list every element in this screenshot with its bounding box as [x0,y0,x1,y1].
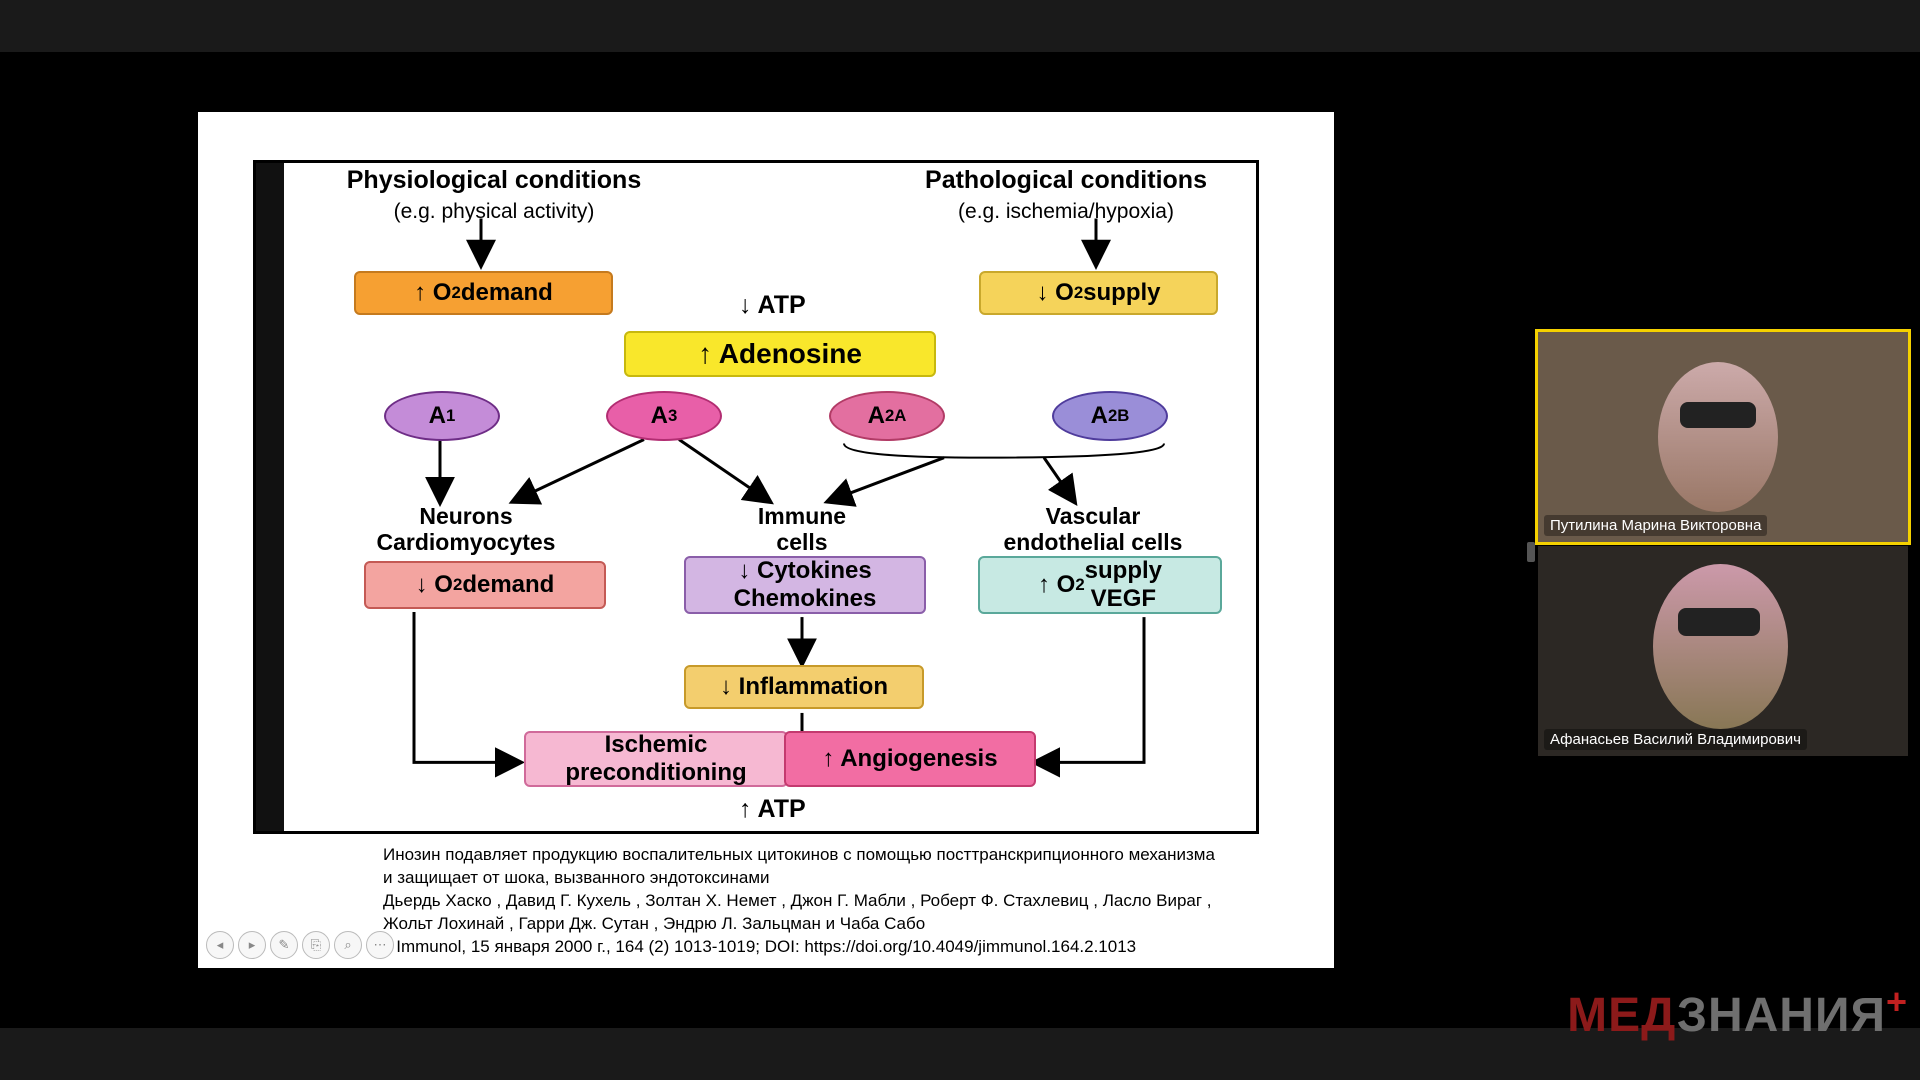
node-atp-up: ↑ ATP [739,795,806,824]
toolbar-next-button[interactable]: ▸ [238,931,266,959]
node-cytokines: ↓ CytokinesChemokines [684,556,926,614]
citation-line-3: J Immunol, 15 января 2000 г., 164 (2) 10… [383,936,1215,959]
slide-toolbar: ◂ ▸ ✎ ⎘ ⌕ ⋯ [200,927,400,963]
heading-physio-title: Physiological conditions [347,166,641,194]
logo-part-1: МЕД [1567,989,1677,1042]
toolbar-zoom-button[interactable]: ⌕ [334,931,362,959]
heading-patho-title: Pathological conditions [925,166,1207,194]
citation-line-1: Инозин подавляет продукцию воспалительны… [383,844,1215,890]
citation-line-2: Дьердь Хаско , Давид Г. Кухель , Золтан … [383,890,1215,936]
node-adenosine: ↑ Adenosine [624,331,936,377]
toolbar-pen-button[interactable]: ✎ [270,931,298,959]
toolbar-copy-button[interactable]: ⎘ [302,931,330,959]
letterbox-top [0,0,1920,52]
node-atp-down: ↓ ATP [739,291,806,320]
logo-plus-icon: + [1886,981,1908,1022]
receptor-a1: A1 [384,391,500,441]
pane-resize-handle[interactable] [1527,542,1535,562]
heading-pathological: Pathological conditions (e.g. ischemia/h… [896,165,1236,225]
node-inflammation: ↓ Inflammation [684,665,924,709]
logo-part-2: ЗНАНИЯ [1677,989,1886,1042]
diagram: Physiological conditions (e.g. physical … [284,163,1256,831]
webcam-speaker-2[interactable]: Афанасьев Василий Владимирович [1538,546,1908,756]
toolbar-prev-button[interactable]: ◂ [206,931,234,959]
target-neurons: NeuronsCardiomyocytes [346,503,586,556]
receptor-a3: A3 [606,391,722,441]
stage: Physiological conditions (e.g. physical … [0,52,1920,1028]
citation-block: Инозин подавляет продукцию воспалительны… [383,844,1215,959]
heading-physio-sub: (e.g. physical activity) [394,200,595,223]
diagram-frame: Physiological conditions (e.g. physical … [253,160,1259,834]
webcam-2-label: Афанасьев Василий Владимирович [1544,729,1807,750]
toolbar-more-button[interactable]: ⋯ [366,931,394,959]
node-o2-supply-up: ↑ O2 supplyVEGF [978,556,1222,614]
node-ischemic-preconditioning: Ischemicpreconditioning [524,731,788,787]
node-angiogenesis: ↑ Angiogenesis [784,731,1036,787]
target-immune: Immunecells [722,503,882,556]
receptor-a2b: A2B [1052,391,1168,441]
receptor-a2a: A2A [829,391,945,441]
webcam-1-label: Путилина Марина Викторовна [1544,515,1767,536]
target-vascular: Vascularendothelial cells [978,503,1208,556]
diagram-left-bar [256,163,284,831]
heading-patho-sub: (e.g. ischemia/hypoxia) [958,200,1174,223]
node-o2-supply-down: ↓ O2 supply [979,271,1218,315]
node-o2-demand-up: ↑ O2 demand [354,271,613,315]
presentation-slide: Physiological conditions (e.g. physical … [198,112,1334,968]
webcam-speaker-1[interactable]: Путилина Марина Викторовна [1538,332,1908,542]
brand-logo: МЕДЗНАНИЯ+ [1567,981,1908,1043]
heading-physiological: Physiological conditions (e.g. physical … [324,165,664,225]
node-o2-demand-down: ↓ O2 demand [364,561,606,609]
